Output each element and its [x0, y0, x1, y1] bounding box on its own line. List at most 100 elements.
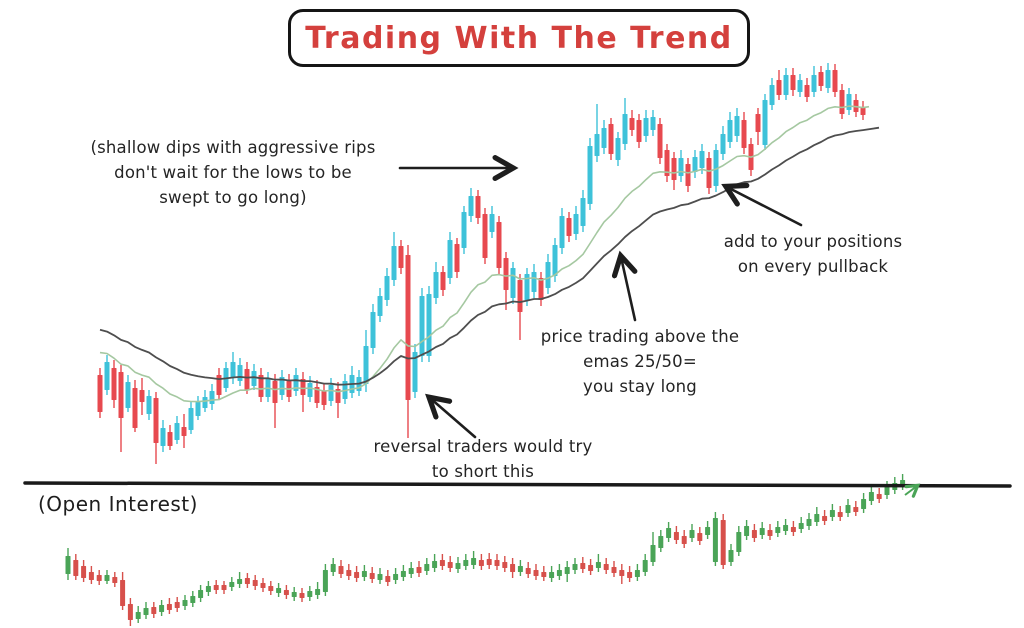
candle-body — [503, 258, 509, 290]
candle-body — [566, 218, 572, 236]
annotation-arrows — [398, 155, 803, 439]
candle-body — [65, 556, 71, 574]
candle-body — [622, 114, 628, 144]
candle-body — [209, 391, 215, 404]
annotation-line: (shallow dips with aggressive rips — [90, 138, 376, 157]
candle-body — [580, 563, 586, 569]
candle-body — [135, 612, 141, 619]
candle-body — [252, 580, 258, 586]
annotation-line: on every pullback — [737, 257, 889, 276]
candle-body — [837, 512, 843, 517]
candle-body — [853, 507, 859, 512]
candle-body — [699, 151, 705, 168]
candle-body — [377, 574, 383, 580]
candle-body — [681, 536, 687, 544]
annotation-line: to short this — [431, 462, 535, 481]
candle-body — [783, 525, 789, 531]
candle-body — [611, 567, 617, 573]
candle-body — [692, 157, 698, 172]
annotation-price-above-emas: price trading above the emas 25/50= you … — [518, 324, 762, 399]
candle-body — [517, 280, 523, 312]
candle-body — [88, 572, 94, 580]
candle-body — [790, 527, 796, 532]
candle-body — [426, 294, 432, 356]
candle-body — [307, 383, 313, 397]
candle-body — [279, 377, 285, 395]
candle-body — [268, 586, 274, 591]
annotation-arrow — [425, 393, 477, 439]
candle-body — [741, 120, 747, 148]
oi-end-arrow-icon — [904, 483, 921, 498]
candle-body — [829, 510, 835, 517]
candle-body — [650, 117, 656, 130]
candle-body — [314, 387, 320, 403]
candle-body — [825, 70, 831, 88]
candle-body — [73, 560, 79, 576]
candle-body — [369, 573, 375, 579]
candle-body — [822, 516, 828, 521]
candle-body — [398, 246, 404, 268]
candle-body — [552, 245, 558, 276]
candle-body — [188, 408, 194, 430]
candle-body — [650, 545, 656, 562]
candle-body — [221, 585, 227, 590]
candle-body — [564, 567, 570, 574]
candle-body — [720, 520, 726, 565]
candle-body — [556, 570, 562, 576]
candle-body — [545, 262, 551, 288]
candle-body — [478, 560, 484, 566]
annotation-line: add to your positions — [723, 232, 903, 251]
candle-body — [132, 388, 138, 428]
candle-body — [112, 577, 118, 583]
candle-body — [315, 589, 321, 595]
candle-body — [814, 514, 820, 522]
candle-body — [419, 296, 425, 356]
candle-body — [839, 90, 845, 114]
candle-body — [517, 566, 523, 572]
candle-body — [447, 562, 453, 568]
candle-body — [166, 604, 172, 610]
candle-body — [762, 100, 768, 145]
annotation-arrow — [611, 250, 638, 322]
candle-body — [769, 85, 775, 105]
candle-body — [299, 593, 305, 598]
candle-body — [818, 72, 824, 86]
candle-body — [832, 70, 838, 92]
candle-body — [190, 596, 196, 603]
candle-body — [260, 583, 266, 588]
candle-body — [790, 75, 796, 90]
title-box: Trading With The Trend — [288, 9, 750, 67]
candle-body — [412, 352, 418, 392]
candle-body — [454, 244, 460, 272]
candle-body — [321, 391, 327, 405]
candle-body — [697, 533, 703, 541]
candle-body — [588, 565, 594, 571]
candle-body — [860, 107, 866, 115]
annotation-line: reversal traders would try — [373, 437, 593, 456]
candle-body — [97, 375, 103, 412]
candle-body — [433, 272, 439, 298]
candle-body — [776, 80, 782, 95]
candle-body — [202, 397, 208, 408]
candle-body — [798, 523, 804, 529]
candle-body — [524, 274, 530, 300]
candle-body — [572, 564, 578, 570]
candle-body — [689, 530, 695, 538]
page-title: Trading With The Trend — [305, 20, 733, 56]
candle-body — [127, 604, 133, 620]
candle-body — [712, 518, 718, 562]
candle-body — [125, 382, 131, 408]
candle-body — [146, 396, 152, 414]
candle-body — [139, 390, 145, 402]
candle-body — [400, 571, 406, 577]
open-interest-chart — [65, 474, 906, 626]
candle-body — [541, 572, 547, 577]
candle-body — [432, 561, 438, 568]
candle-body — [463, 560, 469, 566]
annotation-line: don't wait for the lows to be — [114, 163, 352, 182]
candle-body — [237, 365, 243, 381]
candle-body — [244, 578, 250, 584]
candle-body — [797, 80, 803, 92]
candle-body — [385, 576, 391, 582]
